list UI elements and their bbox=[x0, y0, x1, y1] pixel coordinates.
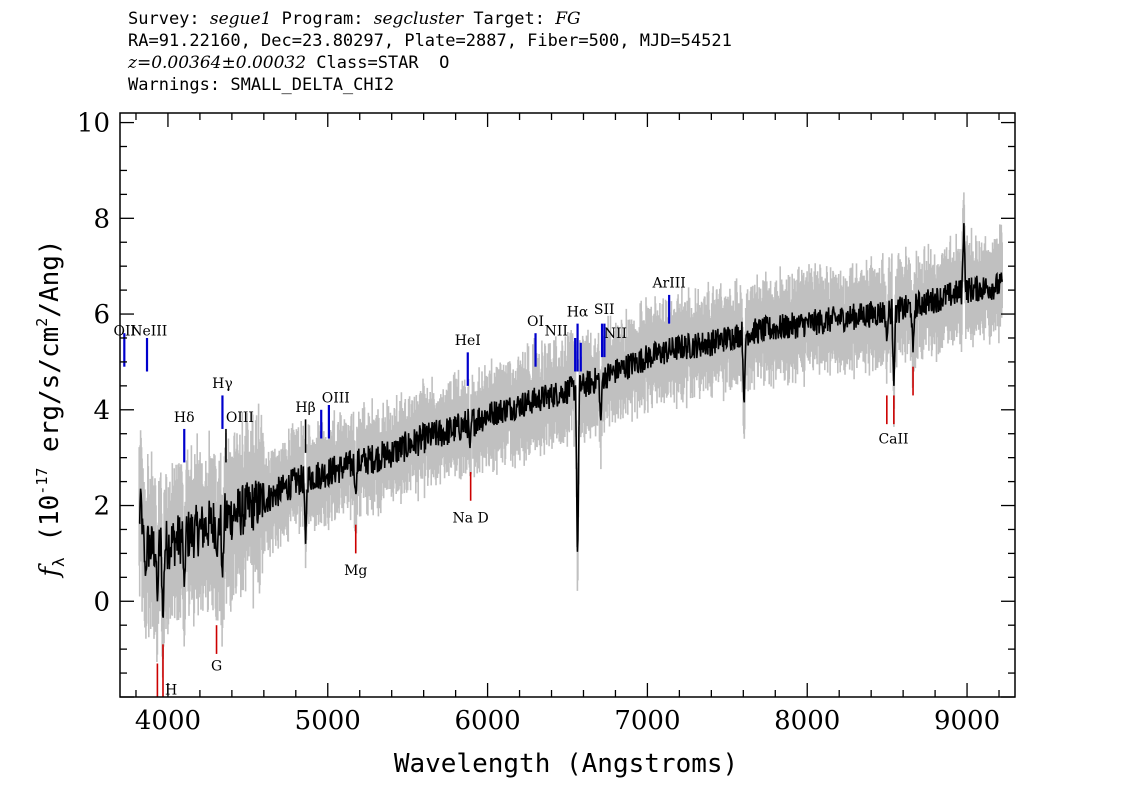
error-band-layer bbox=[138, 192, 1003, 678]
line-label-11: Hα bbox=[567, 304, 589, 320]
x-tick-label-8000: 8000 bbox=[774, 706, 840, 736]
header-line-survey: Survey: segue1 Program: segcluster Targe… bbox=[128, 8, 1028, 30]
line-label-16: H bbox=[165, 683, 177, 699]
y-axis-title-unit: erg/s/cm bbox=[35, 327, 65, 468]
spectrum-header: Survey: segue1 Program: segcluster Targe… bbox=[128, 8, 1028, 96]
x-tick-label-9000: 9000 bbox=[934, 706, 1000, 736]
header-line-coordinates: RA=91.22160, Dec=23.80297, Plate=2887, F… bbox=[128, 31, 732, 51]
y-tick-label-4: 4 bbox=[93, 396, 110, 426]
line-label-1: NeIII bbox=[130, 324, 167, 340]
line-label-10: NII bbox=[545, 324, 568, 340]
y-axis-title-exp: -17 bbox=[33, 468, 51, 495]
line-label-5: Hβ bbox=[295, 400, 315, 416]
line-label-21: CaII bbox=[878, 431, 908, 447]
y-tick-label-0: 0 bbox=[93, 587, 110, 617]
x-tick-label-6000: 6000 bbox=[455, 706, 521, 736]
flux-layer bbox=[138, 223, 1003, 618]
survey-label: Survey: bbox=[128, 9, 210, 29]
y-tick-label-10: 10 bbox=[77, 109, 110, 139]
line-label-4: OIII bbox=[226, 410, 254, 426]
line-marker-layer: OIINeIIIHδHγOIIIHβOIIIHeIOINIIHαNIISIIAr… bbox=[114, 276, 914, 699]
y-axis-title: fλ (10-17 erg/s/cm2/Ang) bbox=[33, 239, 68, 578]
flux-line bbox=[138, 223, 1003, 618]
program-label: Program: bbox=[271, 9, 374, 29]
line-label-15: ArIII bbox=[651, 276, 685, 292]
line-label-0: OII bbox=[114, 324, 137, 340]
tick-layer: 4000 5000 6000 7000 8000 9000 0 2 4 6 8 10 bbox=[77, 109, 1015, 736]
y-axis-title-exp2: 2 bbox=[33, 318, 51, 327]
line-label-6: OIII bbox=[322, 391, 350, 407]
line-label-13: SII bbox=[594, 302, 615, 318]
x-tick-label-7000: 7000 bbox=[614, 706, 680, 736]
line-label-18: G bbox=[211, 659, 222, 675]
line-label-19: Mg bbox=[344, 563, 367, 579]
redshift-value: z=0.00364±0.00032 bbox=[128, 53, 307, 73]
class-value: Class=STAR O bbox=[306, 53, 450, 73]
line-label-3: Hγ bbox=[212, 376, 233, 392]
line-label-8: HeI bbox=[455, 333, 481, 349]
header-line-warnings: Warnings: SMALL_DELTA_CHI2 bbox=[128, 75, 395, 95]
line-label-9: OI bbox=[527, 314, 544, 330]
y-axis-title-mid: (10 bbox=[35, 495, 65, 558]
line-label-2: Hδ bbox=[174, 410, 195, 426]
header-line-redshift: z=0.00364±0.00032 Class=STAR O bbox=[128, 52, 1028, 74]
target-label: Target: bbox=[463, 9, 556, 29]
program-value: segcluster bbox=[373, 9, 464, 29]
survey-value: segue1 bbox=[209, 9, 272, 29]
error-band bbox=[138, 192, 1003, 678]
plot-frame bbox=[119, 112, 1016, 698]
x-tick-label-4000: 4000 bbox=[135, 706, 201, 736]
y-tick-label-2: 2 bbox=[93, 492, 110, 522]
x-axis-title: Wavelength (Angstroms) bbox=[394, 749, 738, 779]
line-label-12: NII bbox=[604, 326, 627, 342]
target-value: FG bbox=[555, 9, 581, 29]
y-tick-label-6: 6 bbox=[93, 300, 110, 330]
x-tick-label-5000: 5000 bbox=[295, 706, 361, 736]
line-label-20: Na D bbox=[453, 510, 489, 526]
y-axis-title-end: /Ang) bbox=[35, 239, 65, 317]
y-tick-label-8: 8 bbox=[93, 204, 110, 234]
y-axis-title-sub: λ bbox=[49, 557, 68, 567]
